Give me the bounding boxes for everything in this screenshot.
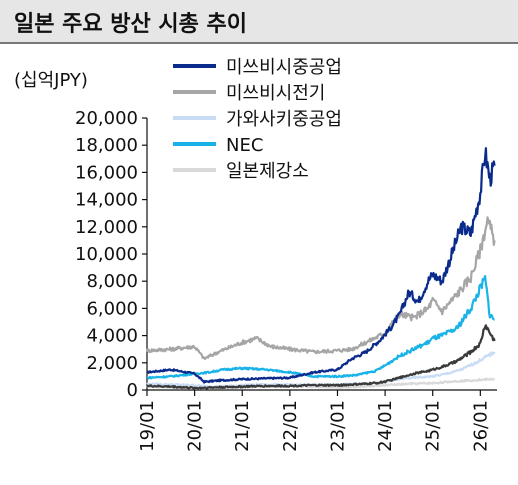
y-tick-label: 2,000 — [86, 353, 138, 374]
x-tick-label: 25/01 — [423, 400, 444, 452]
x-tick-label: 21/01 — [232, 400, 253, 452]
chart-title: 일본 주요 방산 시총 추이 — [14, 12, 248, 37]
series-line-3 — [146, 275, 495, 380]
y-tick-label: 20,000 — [75, 108, 138, 129]
legend-label: 가와사키중공업 — [226, 109, 342, 130]
x-tick-label: 20/01 — [185, 400, 206, 452]
series-line-0 — [146, 147, 496, 384]
y-tick-label: 18,000 — [75, 135, 138, 156]
title-bar: 일본 주요 방산 시총 추이 — [0, 0, 518, 44]
y-tick-label: 12,000 — [75, 217, 138, 238]
legend-label: 미쓰비시중공업 — [226, 57, 342, 78]
y-tick-label: 16,000 — [75, 162, 138, 183]
x-tick-label: 23/01 — [327, 400, 348, 452]
y-tick-label: 8,000 — [86, 271, 138, 292]
y-tick-label: 6,000 — [86, 298, 138, 319]
x-tick-label: 22/01 — [280, 400, 301, 452]
legend-label: 일본제강소 — [226, 161, 309, 182]
series-line-5 — [146, 324, 496, 390]
y-tick-label: 4,000 — [86, 326, 138, 347]
x-tick-label: 19/01 — [137, 400, 158, 452]
x-tick-label: 26/01 — [470, 400, 491, 452]
y-tick-label: 14,000 — [75, 190, 138, 211]
series-line-1 — [145, 216, 496, 361]
legend-label: NEC — [226, 135, 263, 156]
unit-label: (십억JPY) — [14, 70, 88, 91]
y-tick-label: 0 — [127, 380, 138, 401]
x-tick-label: 24/01 — [375, 400, 396, 452]
legend-label: 미쓰비시전기 — [226, 83, 325, 104]
y-tick-label: 10,000 — [75, 244, 138, 265]
